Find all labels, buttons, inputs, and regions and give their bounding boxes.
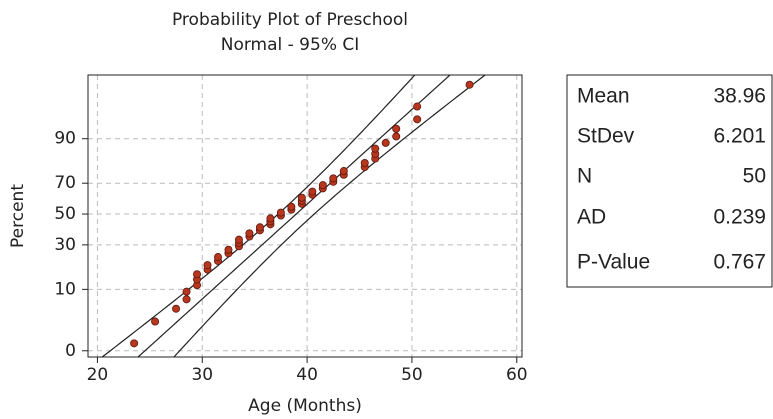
stat-value: 0.239 <box>713 206 766 229</box>
point <box>297 193 306 202</box>
stat-value: 0.767 <box>713 251 766 274</box>
point <box>371 144 380 153</box>
point <box>287 202 296 211</box>
point <box>203 261 212 270</box>
stat-value: 50 <box>743 165 766 188</box>
point <box>245 229 254 238</box>
chart-subtitle: Normal - 95% CI <box>221 35 360 55</box>
point <box>193 270 202 279</box>
stat-label: N <box>577 165 592 188</box>
fit-lines <box>101 75 487 357</box>
point <box>339 167 348 176</box>
point <box>151 317 160 326</box>
point <box>392 132 401 141</box>
stat-label: Mean <box>577 85 630 108</box>
point <box>182 295 191 304</box>
ci-line <box>173 75 487 357</box>
y-tick-label: 50 <box>54 204 76 224</box>
point <box>255 223 264 232</box>
point <box>130 339 139 348</box>
x-tick-label: 20 <box>87 365 109 385</box>
point <box>172 304 181 313</box>
chart-title: Probability Plot of Preschool <box>172 10 408 30</box>
y-tick-label: 70 <box>54 173 76 193</box>
point <box>329 174 338 183</box>
stats-box <box>566 74 773 288</box>
stat-value: 6.201 <box>713 125 766 148</box>
x-tick-label: 40 <box>296 365 318 385</box>
fit-line <box>137 75 451 357</box>
point <box>213 253 222 262</box>
point <box>182 287 191 296</box>
y-tick-label: 90 <box>54 129 76 149</box>
point <box>318 181 327 190</box>
point <box>413 115 422 124</box>
point <box>234 235 243 244</box>
x-tick-label: 30 <box>191 365 213 385</box>
stat-label: P-Value <box>577 251 650 274</box>
point <box>308 187 317 196</box>
x-tick-label: 50 <box>401 365 423 385</box>
point <box>266 214 275 223</box>
point <box>360 158 369 167</box>
x-axis-label: Age (Months) <box>248 396 362 416</box>
y-tick-label: 0 <box>65 341 76 361</box>
point <box>381 138 390 147</box>
y-tick-label: 30 <box>54 235 76 255</box>
ci-line <box>101 75 416 357</box>
x-tick-label: 60 <box>506 365 528 385</box>
point <box>465 80 474 89</box>
point <box>224 245 233 254</box>
stat-value: 38.96 <box>713 85 766 108</box>
point <box>392 124 401 133</box>
stat-label: AD <box>577 206 606 229</box>
y-axis-label: Percent <box>8 184 28 248</box>
plot-frame <box>87 74 523 358</box>
stat-label: StDev <box>577 125 635 148</box>
point <box>276 208 285 217</box>
y-tick-label: 10 <box>54 279 76 299</box>
point <box>413 102 422 111</box>
